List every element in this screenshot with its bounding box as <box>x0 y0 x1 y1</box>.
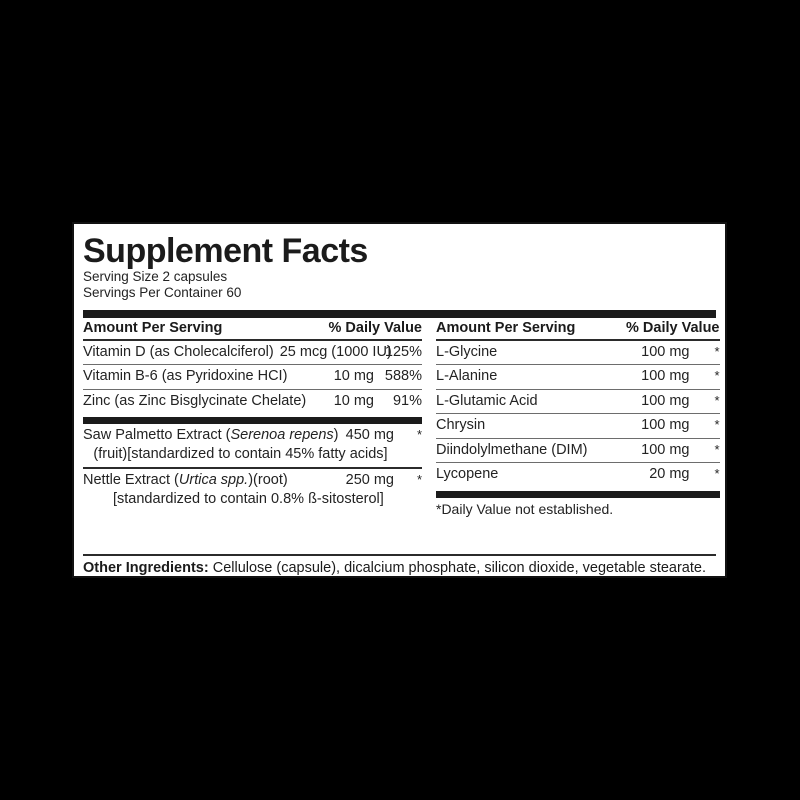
table-row: Vitamin D (as Cholecalciferol) 25 mcg (1… <box>83 341 422 364</box>
left-nutrient-column: Amount Per Serving % Daily Value Vitamin… <box>83 318 422 517</box>
table-row: Diindolylmethane (DIM) 100 mg * <box>436 439 720 462</box>
serving-size-line: Serving Size 2 capsules <box>83 268 228 284</box>
right-header-amount-label: Amount Per Serving <box>436 320 576 337</box>
other-ingredients-text: Cellulose (capsule), dicalcium phosphate… <box>212 560 706 576</box>
botanical-daily-value: * <box>416 427 422 443</box>
nutrient-amount: 100 mg <box>641 368 690 385</box>
table-row: Vitamin B-6 (as Pyridoxine HCI) 10 mg 58… <box>83 365 422 388</box>
botanical-subline: [standardized to contain 0.8% ß-sitoster… <box>113 490 384 507</box>
row-rule <box>436 364 720 366</box>
left-header-dv-label: % Daily Value <box>328 320 423 337</box>
botanical-name: Nettle Extract (Urtica spp.)(root) <box>83 471 342 490</box>
nutrient-daily-value: * <box>714 441 720 457</box>
nutrient-amount: 10 mg <box>333 392 374 409</box>
table-row: L-Glutamic Acid 100 mg * <box>436 390 720 413</box>
table-row: Nettle Extract (Urtica spp.)(root) 250 m… <box>83 469 422 512</box>
row-rule <box>83 467 422 469</box>
nutrient-daily-value: 125% <box>384 344 422 361</box>
nutrient-columns: Amount Per Serving % Daily Value Vitamin… <box>74 318 725 517</box>
botanical-name: Saw Palmetto Extract (Serenoa repens) <box>83 426 342 445</box>
botanical-latin-name: Serenoa repens <box>230 427 334 444</box>
botanical-name-tail: ) <box>333 427 339 444</box>
nutrient-name: L-Alanine <box>436 368 498 385</box>
footnote-divider-bar <box>436 490 720 498</box>
row-rule <box>436 388 720 390</box>
botanical-name-tail: )(root) <box>248 472 288 488</box>
table-row: Zinc (as Zinc Bisglycinate Chelate) 10 m… <box>83 390 422 413</box>
header-divider-bar <box>83 310 716 319</box>
botanical-divider-bar <box>83 417 422 425</box>
right-header-dv-label: % Daily Value <box>626 320 720 337</box>
botanical-name-plain: Saw Palmetto Extract ( <box>83 427 231 444</box>
row-rule <box>436 437 720 439</box>
nutrient-name: Vitamin D (as Cholecalciferol) <box>83 344 274 361</box>
row-rule <box>436 413 720 415</box>
right-header-rule <box>436 339 720 342</box>
botanical-daily-value: * <box>416 472 422 487</box>
nutrient-daily-value: 588% <box>384 368 422 385</box>
left-header-amount-label: Amount Per Serving <box>83 320 223 337</box>
row-rule <box>83 388 422 390</box>
servings-per-container-line: Servings Per Container 60 <box>83 284 242 300</box>
page-title: Supplement Facts <box>83 232 368 270</box>
right-column-header: Amount Per Serving % Daily Value <box>436 318 720 339</box>
table-row: Saw Palmetto Extract (Serenoa repens) 45… <box>83 424 422 467</box>
table-row: L-Glycine 100 mg * <box>436 341 720 364</box>
nutrient-name: Chrysin <box>436 417 486 434</box>
row-rule <box>83 364 422 366</box>
nutrient-amount: 20 mg <box>649 466 690 483</box>
other-ingredients-label: Other Ingredients: <box>83 560 209 576</box>
nutrient-amount: 100 mg <box>641 441 690 458</box>
botanical-name-plain: Nettle Extract ( <box>83 472 179 488</box>
supplement-facts-panel: Supplement Facts Serving Size 2 capsules… <box>72 222 727 578</box>
nutrient-name: Lycopene <box>436 466 499 483</box>
left-header-rule <box>83 339 422 342</box>
botanical-amount: 250 mg <box>345 472 394 488</box>
other-ingredients-section: Other Ingredients: Cellulose (capsule), … <box>74 554 725 576</box>
other-ingredients-rule <box>83 554 716 556</box>
nutrient-name: Diindolylmethane (DIM) <box>436 441 588 458</box>
nutrient-name: L-Glycine <box>436 344 498 361</box>
nutrient-amount: 100 mg <box>641 344 690 361</box>
table-row: Chrysin 100 mg * <box>436 414 720 437</box>
other-ingredients-line: Other Ingredients: Cellulose (capsule), … <box>83 556 716 576</box>
daily-value-footnote: *Daily Value not established. <box>436 500 614 517</box>
table-row: L-Alanine 100 mg * <box>436 365 720 388</box>
panel-header: Supplement Facts Serving Size 2 capsules… <box>74 234 725 310</box>
nutrient-name: Vitamin B-6 (as Pyridoxine HCI) <box>83 368 288 385</box>
nutrient-daily-value: * <box>714 392 720 408</box>
botanical-amount: 450 mg <box>345 427 394 444</box>
nutrient-name: Zinc (as Zinc Bisglycinate Chelate) <box>83 392 307 409</box>
row-rule <box>436 462 720 464</box>
nutrient-daily-value: 91% <box>392 392 422 409</box>
nutrient-amount: 25 mcg (1000 IU) <box>279 344 392 361</box>
header-spacer <box>83 301 716 310</box>
right-nutrient-column: Amount Per Serving % Daily Value L-Glyci… <box>436 318 720 517</box>
botanical-subline: (fruit)[standardized to contain 45% fatt… <box>93 446 388 463</box>
nutrient-amount: 10 mg <box>333 368 374 385</box>
nutrient-daily-value: * <box>714 417 720 433</box>
left-column-header: Amount Per Serving % Daily Value <box>83 318 422 339</box>
nutrient-amount: 100 mg <box>641 417 690 434</box>
table-row: Lycopene 20 mg * <box>436 463 720 486</box>
nutrient-daily-value: * <box>714 466 720 482</box>
nutrient-name: L-Glutamic Acid <box>436 392 538 409</box>
top-bar-wrap <box>74 310 725 319</box>
nutrient-daily-value: * <box>714 368 720 384</box>
botanical-latin-name: Urtica spp. <box>178 472 249 488</box>
nutrient-daily-value: * <box>714 344 720 360</box>
nutrient-amount: 100 mg <box>641 392 690 409</box>
